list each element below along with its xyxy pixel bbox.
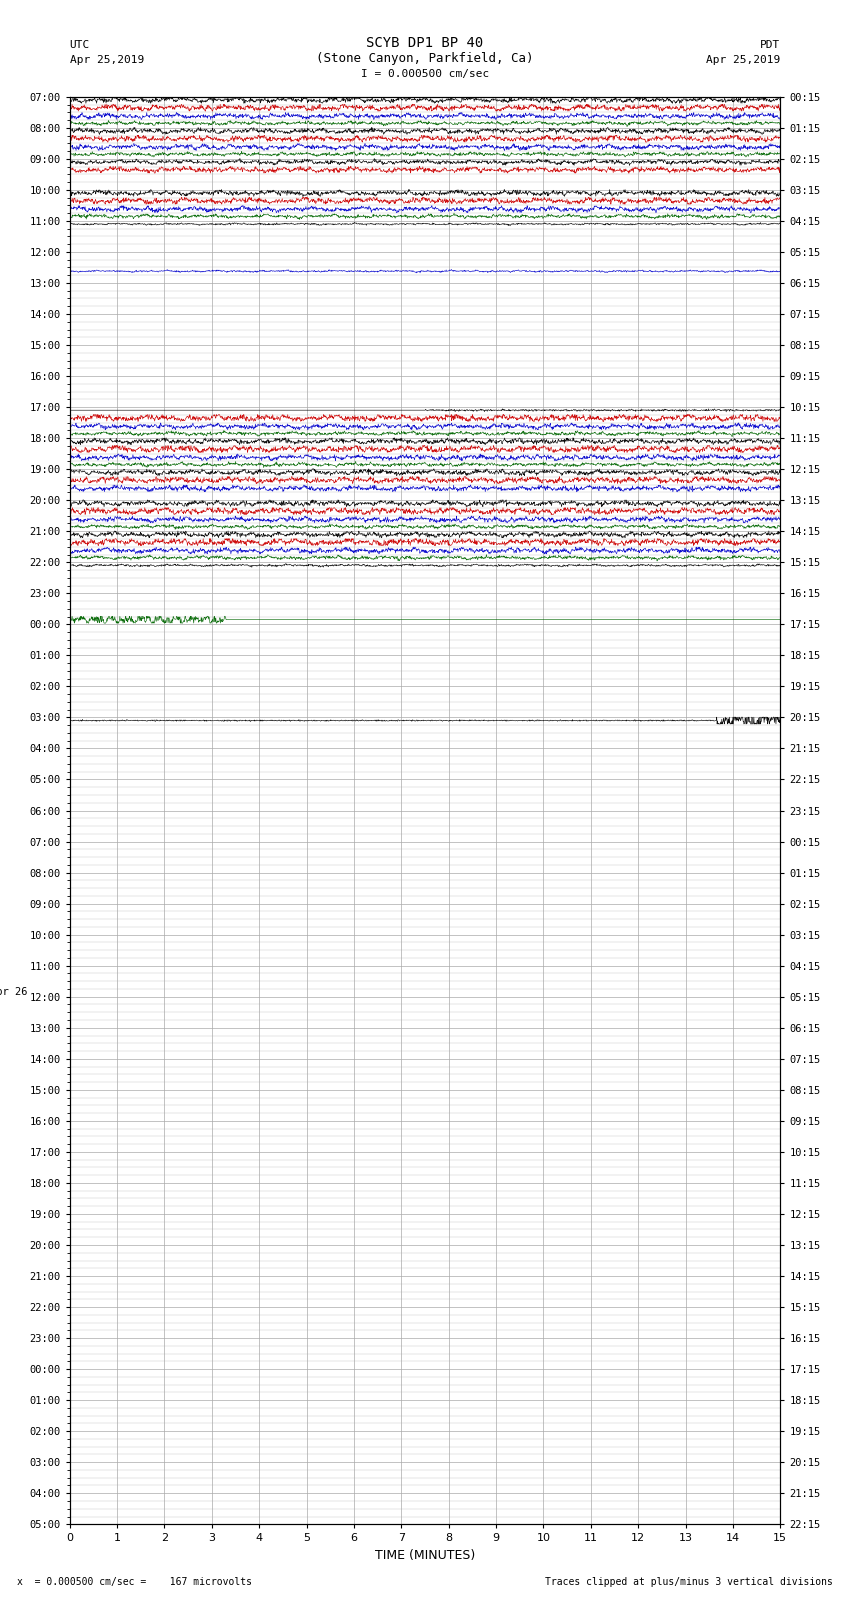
X-axis label: TIME (MINUTES): TIME (MINUTES) (375, 1548, 475, 1561)
Text: UTC: UTC (70, 40, 90, 50)
Text: (Stone Canyon, Parkfield, Ca): (Stone Canyon, Parkfield, Ca) (316, 52, 534, 65)
Text: Traces clipped at plus/minus 3 vertical divisions: Traces clipped at plus/minus 3 vertical … (545, 1578, 833, 1587)
Text: PDT: PDT (760, 40, 780, 50)
Text: I = 0.000500 cm/sec: I = 0.000500 cm/sec (361, 69, 489, 79)
Text: SCYB DP1 BP 40: SCYB DP1 BP 40 (366, 35, 484, 50)
Text: Apr 25,2019: Apr 25,2019 (706, 55, 780, 65)
Text: Apr 25,2019: Apr 25,2019 (70, 55, 144, 65)
Text: x  = 0.000500 cm/sec =    167 microvolts: x = 0.000500 cm/sec = 167 microvolts (17, 1578, 252, 1587)
Text: Apr 26: Apr 26 (0, 987, 27, 997)
